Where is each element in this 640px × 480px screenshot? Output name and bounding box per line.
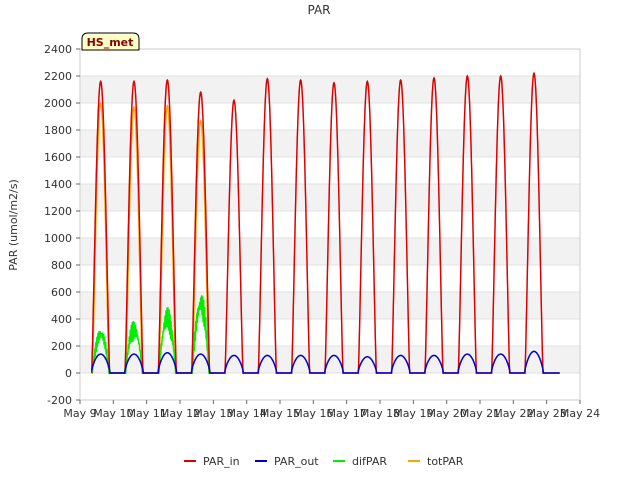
y-axis: -200 0 200 400 600 800 1000 1200 1400 1600 1800 200… [44,43,80,407]
grid-band [80,238,580,265]
x-tick-label: May 11 [127,407,167,420]
x-tick-label: May 14 [227,407,267,420]
legend: PAR_in PAR_out difPAR totPAR [184,455,464,468]
series-layer [90,71,560,374]
y-tick-label: 1800 [44,124,72,137]
y-tick-label: 2000 [44,97,72,110]
x-tick-label: May 23 [527,407,567,420]
x-tick-label: May 17 [327,407,367,420]
y-tick-label: 1600 [44,151,72,164]
x-tick-label: May 15 [260,407,300,420]
x-tick-label: May 10 [93,407,133,420]
series-PAR_out [90,350,560,374]
grid-band [80,76,580,103]
badge-label: HS_met [87,36,134,49]
y-tick-label: 1400 [44,178,72,191]
x-tick-label: May 20 [427,407,467,420]
y-tick-label: 0 [65,367,72,380]
legend-label: difPAR [352,455,387,468]
legend-label: PAR_out [274,455,319,468]
y-tick-label: -200 [47,394,72,407]
x-tick-label: May 12 [160,407,200,420]
x-tick-label: May 19 [393,407,433,420]
legend-label: totPAR [427,455,464,468]
x-tick-label: May 13 [193,407,233,420]
chart-title: PAR [307,3,330,17]
plot-frame [79,48,581,401]
y-tick-label: 1200 [44,205,72,218]
station-badge: HS_met [81,32,140,51]
x-tick-label: May 18 [360,407,400,420]
legend-item-difPAR: difPAR [333,455,387,468]
y-tick-label: 1000 [44,232,72,245]
y-tick-label: 600 [51,286,72,299]
series-PAR_in [90,71,560,374]
x-tick-label: May 24 [560,407,600,420]
grid-bands [80,76,580,373]
x-tick-label: May 22 [493,407,533,420]
y-tick-label: 800 [51,259,72,272]
y-axis-title: PAR (umol/m2/s) [7,179,20,271]
y-tick-label: 2400 [44,43,72,56]
y-tick-label: 2200 [44,70,72,83]
y-tick-label: 400 [51,313,72,326]
grid-band [80,292,580,319]
x-tick-label: May 21 [460,407,500,420]
legend-item-PAR_in: PAR_in [184,455,240,468]
legend-item-PAR_out: PAR_out [255,455,319,468]
legend-item-totPAR: totPAR [408,455,464,468]
x-tick-label: May 16 [293,407,333,420]
legend-label: PAR_in [203,455,240,468]
y-tick-label: 200 [51,340,72,353]
x-tick-label: May 9 [63,407,96,420]
